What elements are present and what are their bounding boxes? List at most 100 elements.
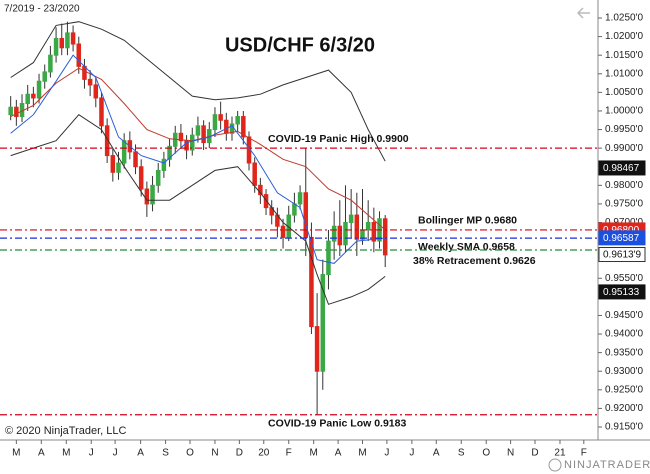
y-tick-label: 0.9450'0 <box>605 310 643 321</box>
candle-body <box>8 106 13 116</box>
x-tick-label: N <box>507 448 514 459</box>
x-tick-label: 21 <box>554 448 566 459</box>
candle-body <box>138 166 144 190</box>
candle-body <box>31 93 36 99</box>
candle-body <box>365 222 371 231</box>
candle-body <box>195 125 201 136</box>
copyright: © 2020 NinjaTrader, LLC <box>5 425 126 437</box>
y-tick-label: 1.0100'0 <box>605 68 643 79</box>
brand-logo <box>548 458 562 472</box>
candle-body <box>382 218 388 256</box>
x-tick-label: O <box>482 448 490 459</box>
level-annotation: COVID-19 Panic Low 0.9183 <box>268 417 406 429</box>
candle-body <box>297 192 303 205</box>
candle-body <box>178 132 184 142</box>
candle-body <box>36 80 42 99</box>
candle-body <box>326 240 331 276</box>
x-tick-label: M <box>310 448 318 459</box>
candle-body <box>25 93 30 105</box>
candle-body <box>235 116 240 125</box>
x-tick-label: F <box>286 448 292 459</box>
candle-body <box>212 114 218 131</box>
chart-title: USD/CHF 6/3/20 <box>225 34 375 56</box>
candle-body <box>14 106 19 118</box>
candle-body <box>82 65 87 80</box>
price-marker <box>598 230 646 246</box>
candle-body <box>104 125 110 157</box>
candle-body <box>76 43 82 67</box>
level-annotation: COVID-19 Panic High 0.9900 <box>268 133 409 145</box>
candle-body <box>161 158 167 171</box>
candle-body <box>70 32 76 45</box>
y-tick-label: 0.9300'0 <box>605 366 643 377</box>
candle-body <box>110 155 116 173</box>
date-range: 7/2019 - 23/2020 <box>4 4 80 15</box>
x-tick-label: M <box>62 448 70 459</box>
candle-body <box>150 184 155 205</box>
y-tick-label: 0.9550'0 <box>605 273 643 284</box>
x-tick-label: A <box>137 448 144 459</box>
candle-body <box>155 169 161 186</box>
level-annotation: Weekly SMA 0.9658 <box>418 241 515 253</box>
y-tick-label: 0.9350'0 <box>605 347 643 358</box>
candle-body <box>348 214 354 223</box>
indicator-line <box>10 114 386 305</box>
candle-body <box>241 116 246 138</box>
candle-body <box>224 119 229 134</box>
y-tick-label: 0.9900'0 <box>605 143 643 154</box>
y-tick-label: 1.0250'0 <box>605 13 643 24</box>
x-tick-label: A <box>335 448 342 459</box>
candle-body <box>65 32 70 49</box>
x-tick-label: A <box>38 448 45 459</box>
y-tick-label: 0.9800'0 <box>605 180 643 191</box>
y-tick-label: 1.0200'0 <box>605 31 643 42</box>
y-tick-label: 1.0050'0 <box>605 87 643 98</box>
back-arrow[interactable] <box>576 7 590 19</box>
x-tick-label: J <box>409 448 414 459</box>
candle-body <box>252 162 257 186</box>
y-tick-label: 0.9750'0 <box>605 199 643 210</box>
x-tick-label: F <box>581 448 587 459</box>
x-tick-label: D <box>236 448 243 459</box>
candle-body <box>371 222 377 242</box>
price-marker <box>598 247 646 263</box>
candle-body <box>343 222 348 246</box>
candle-body <box>280 225 286 238</box>
candle-body <box>144 188 150 205</box>
x-tick-label: M <box>358 448 366 459</box>
x-tick-label: M <box>12 448 20 459</box>
candle-body <box>190 134 195 151</box>
candle-body <box>337 225 343 246</box>
y-tick-label: 1.0150'0 <box>605 50 643 61</box>
x-tick-label: J <box>384 448 389 459</box>
candle-body <box>87 78 93 86</box>
candle-body <box>201 125 206 144</box>
price-marker-label: 0.95133 <box>603 287 640 298</box>
x-tick-label: J <box>113 448 118 459</box>
candle-body <box>99 97 104 127</box>
y-tick-label: 0.9200'0 <box>605 403 643 414</box>
candle-body <box>218 114 223 121</box>
candle-body <box>121 140 127 164</box>
x-tick-label: J <box>89 448 94 459</box>
candle-body <box>354 214 360 240</box>
price-marker-label: 0.96587 <box>603 233 640 244</box>
x-tick-label: D <box>531 448 538 459</box>
candle-body <box>303 192 309 238</box>
x-tick-label: N <box>211 448 218 459</box>
candle-body <box>292 203 297 216</box>
candle-body <box>133 151 138 168</box>
level-annotation: Bollinger MP 0.9680 <box>418 215 517 227</box>
candle-body <box>53 37 59 56</box>
y-tick-label: 0.9250'0 <box>605 384 643 395</box>
candle-body <box>320 274 326 372</box>
candle-body <box>42 71 47 82</box>
x-tick-label: O <box>186 448 194 459</box>
candle-body <box>309 236 314 328</box>
y-tick-label: 0.9950'0 <box>605 124 643 135</box>
level-annotation: 38% Retracement 0.9626 <box>413 255 536 267</box>
candle-body <box>258 184 263 196</box>
candle-body <box>314 326 320 372</box>
